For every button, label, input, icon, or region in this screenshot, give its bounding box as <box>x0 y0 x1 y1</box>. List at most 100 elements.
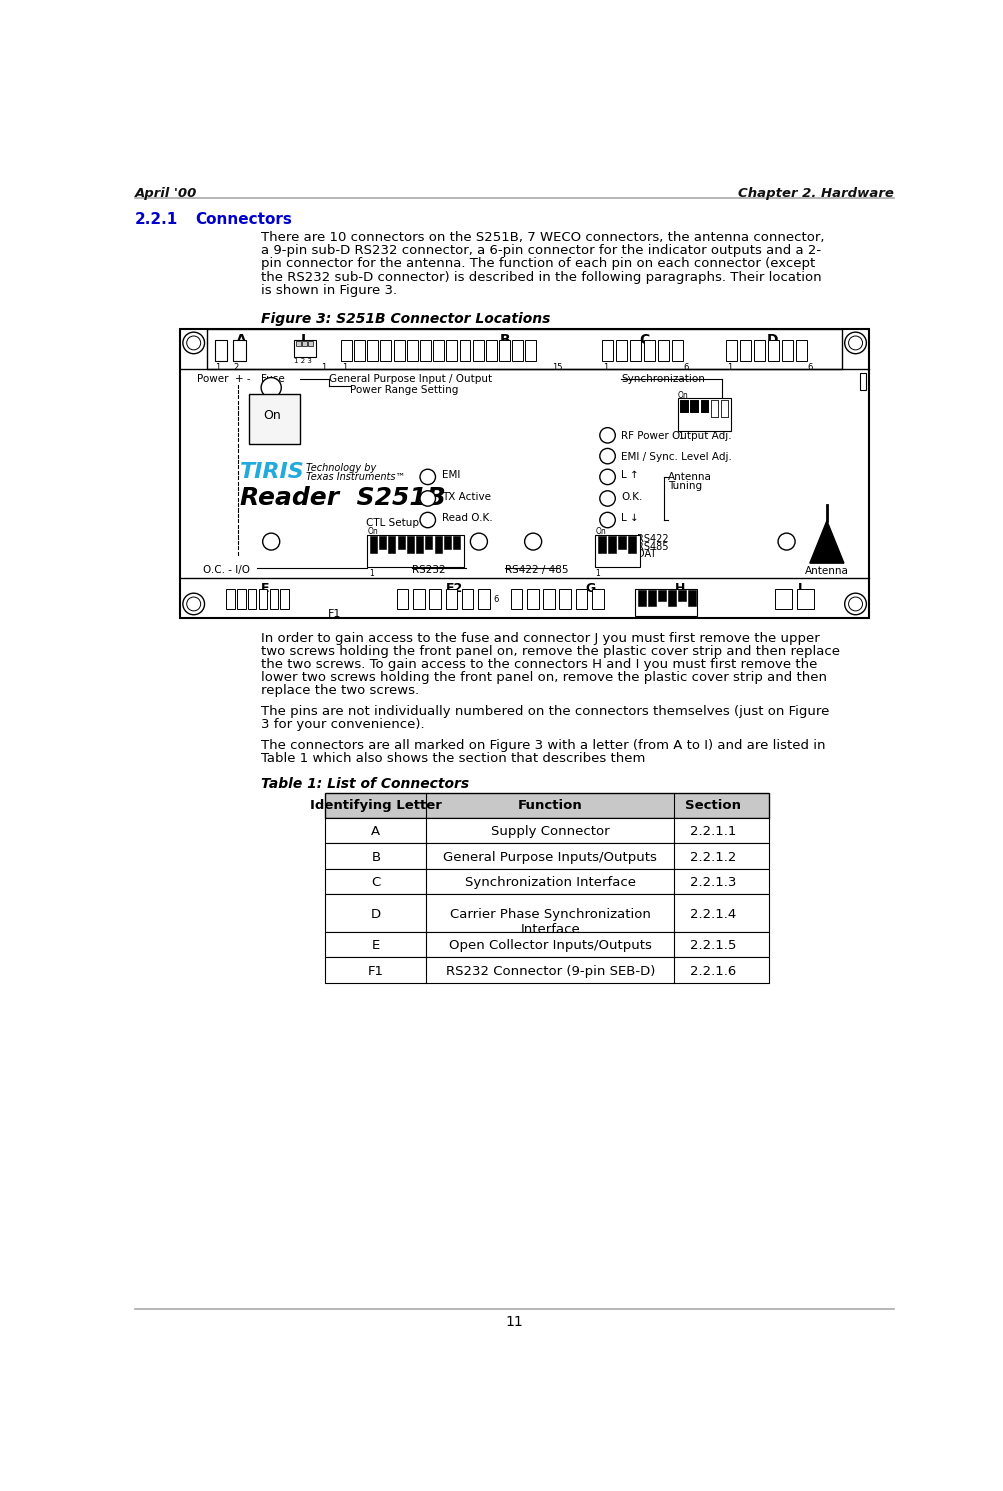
Text: Connectors: Connectors <box>195 212 292 227</box>
Circle shape <box>183 593 205 614</box>
Text: B: B <box>499 332 511 347</box>
Circle shape <box>525 534 542 550</box>
Circle shape <box>187 596 201 611</box>
Bar <box>248 589 256 608</box>
Bar <box>637 590 645 605</box>
Text: E: E <box>261 581 269 595</box>
Text: 1: 1 <box>228 595 233 604</box>
Bar <box>270 589 278 608</box>
Bar <box>296 341 300 346</box>
Bar <box>378 537 385 549</box>
Text: 2.2.1.1: 2.2.1.1 <box>689 826 735 838</box>
Bar <box>677 398 730 431</box>
Text: C: C <box>371 877 380 889</box>
Circle shape <box>419 491 435 505</box>
Bar <box>461 589 473 608</box>
Bar <box>700 400 707 412</box>
Text: Power Range Setting: Power Range Setting <box>350 385 458 395</box>
Bar <box>412 589 424 608</box>
Text: 6: 6 <box>493 595 498 604</box>
Text: RS232 Connector (9-pin SEB-D): RS232 Connector (9-pin SEB-D) <box>445 965 654 978</box>
Text: 2.2.1: 2.2.1 <box>134 212 178 227</box>
Text: Tuning: Tuning <box>667 480 701 491</box>
Polygon shape <box>809 520 844 564</box>
Text: 2.2.1.5: 2.2.1.5 <box>689 939 735 953</box>
Text: 15: 15 <box>552 362 562 371</box>
Text: Reader  S251B: Reader S251B <box>240 486 445 510</box>
Text: O.C. - I/O: O.C. - I/O <box>203 565 250 574</box>
Bar <box>396 589 408 608</box>
Bar <box>720 400 728 417</box>
Text: C: C <box>639 332 649 347</box>
Circle shape <box>419 470 435 485</box>
Bar <box>525 340 536 361</box>
Text: On: On <box>263 409 281 422</box>
Bar <box>710 400 718 417</box>
Bar <box>720 400 728 417</box>
Bar <box>233 340 246 361</box>
Text: I: I <box>796 581 801 595</box>
Circle shape <box>777 534 794 550</box>
Text: Section: Section <box>684 799 740 811</box>
Bar <box>369 537 376 553</box>
Circle shape <box>599 470 615 485</box>
Bar <box>690 400 697 412</box>
Bar <box>527 589 538 608</box>
Text: replace the two screws.: replace the two screws. <box>261 684 419 696</box>
Text: 1: 1 <box>775 595 781 604</box>
Bar <box>677 590 685 601</box>
Bar <box>575 589 587 608</box>
Text: 1: 1 <box>321 362 327 371</box>
Text: E: E <box>371 939 379 953</box>
Text: TX Active: TX Active <box>441 492 490 501</box>
Bar <box>325 957 768 983</box>
Text: The connectors are all marked on Figure 3 with a letter (from A to I) and are li: The connectors are all marked on Figure … <box>261 738 824 751</box>
Bar <box>325 932 768 957</box>
Text: G: G <box>585 581 595 595</box>
Text: 1: 1 <box>215 362 220 371</box>
Circle shape <box>470 534 486 550</box>
Bar <box>687 590 695 605</box>
Bar <box>429 589 440 608</box>
Bar <box>207 330 842 370</box>
Text: RS232: RS232 <box>412 565 445 574</box>
Text: EMI / Sync. Level Adj.: EMI / Sync. Level Adj. <box>621 452 731 462</box>
Bar <box>388 537 395 553</box>
Circle shape <box>848 335 862 350</box>
Bar <box>774 589 791 608</box>
Circle shape <box>187 335 201 350</box>
Text: 2: 2 <box>233 362 239 371</box>
Bar <box>781 340 792 361</box>
Bar <box>380 340 391 361</box>
Bar <box>446 340 456 361</box>
Text: Antenna: Antenna <box>804 567 848 576</box>
Bar <box>647 590 655 605</box>
Text: is shown in Figure 3.: is shown in Figure 3. <box>261 283 397 297</box>
Text: RF Power Output Adj.: RF Power Output Adj. <box>621 431 731 441</box>
Text: April '00: April '00 <box>134 186 197 200</box>
Circle shape <box>844 332 866 353</box>
Text: 6: 6 <box>806 362 812 371</box>
Text: F2: F2 <box>445 581 463 595</box>
Bar <box>425 537 432 549</box>
Text: D: D <box>766 332 777 347</box>
Text: 6: 6 <box>284 595 290 604</box>
Text: Open Collector Inputs/Outputs: Open Collector Inputs/Outputs <box>448 939 651 953</box>
Bar <box>618 537 626 549</box>
Text: 2.2.1.2: 2.2.1.2 <box>689 851 735 863</box>
Text: RS485: RS485 <box>636 541 668 552</box>
Text: On: On <box>677 392 688 401</box>
Text: L ↑: L ↑ <box>621 470 639 480</box>
Bar <box>498 340 510 361</box>
Circle shape <box>844 593 866 614</box>
Text: Table 1 which also shows the section that describes them: Table 1 which also shows the section tha… <box>261 751 645 765</box>
Text: The pins are not individually numbered on the connectors themselves (just on Fig: The pins are not individually numbered o… <box>261 705 828 717</box>
Text: Carrier Phase Synchronization
Interface: Carrier Phase Synchronization Interface <box>449 908 650 936</box>
Text: On: On <box>595 526 605 535</box>
Text: EMI: EMI <box>441 470 459 480</box>
Text: the two screws. To gain access to the connectors H and I you must first remove t: the two screws. To gain access to the co… <box>261 658 816 671</box>
Circle shape <box>183 332 205 353</box>
Bar <box>453 537 459 549</box>
Circle shape <box>599 428 615 443</box>
Text: Chapter 2. Hardware: Chapter 2. Hardware <box>737 186 894 200</box>
